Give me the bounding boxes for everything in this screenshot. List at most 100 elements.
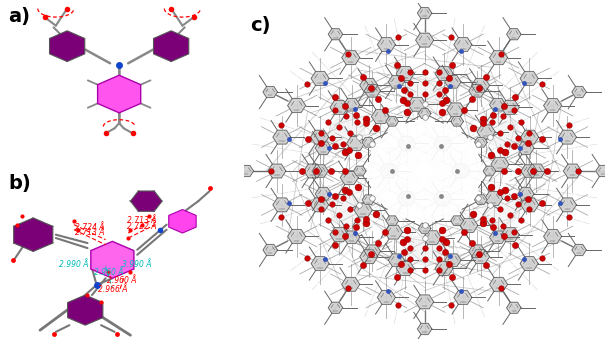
- Polygon shape: [386, 116, 398, 126]
- Polygon shape: [131, 191, 162, 211]
- Polygon shape: [423, 231, 441, 245]
- Polygon shape: [520, 71, 538, 86]
- Polygon shape: [558, 198, 576, 212]
- Polygon shape: [273, 198, 291, 212]
- Polygon shape: [239, 166, 254, 176]
- Polygon shape: [507, 29, 521, 40]
- Polygon shape: [417, 324, 432, 334]
- Polygon shape: [501, 101, 519, 114]
- Polygon shape: [49, 31, 85, 62]
- Polygon shape: [483, 166, 496, 176]
- Polygon shape: [343, 231, 360, 244]
- Polygon shape: [91, 241, 134, 278]
- Polygon shape: [68, 295, 103, 325]
- Polygon shape: [417, 8, 432, 18]
- Text: b): b): [9, 174, 31, 193]
- Polygon shape: [475, 195, 487, 205]
- Text: a): a): [9, 7, 31, 26]
- Circle shape: [408, 234, 442, 265]
- Polygon shape: [408, 97, 426, 111]
- Text: 2.724 Å: 2.724 Å: [75, 223, 104, 232]
- Polygon shape: [527, 164, 546, 178]
- Polygon shape: [315, 142, 331, 154]
- Polygon shape: [491, 157, 509, 171]
- Text: 2.713 Å: 2.713 Å: [127, 216, 156, 225]
- Polygon shape: [304, 164, 322, 178]
- Text: c): c): [250, 16, 270, 35]
- Polygon shape: [419, 109, 431, 118]
- Polygon shape: [489, 277, 508, 291]
- Polygon shape: [360, 78, 378, 92]
- Text: 2.960 Å: 2.960 Å: [94, 268, 123, 277]
- Polygon shape: [544, 98, 562, 113]
- Polygon shape: [518, 188, 534, 200]
- Polygon shape: [311, 256, 329, 271]
- Polygon shape: [353, 166, 366, 176]
- Polygon shape: [330, 101, 348, 114]
- Polygon shape: [371, 110, 389, 123]
- Text: 2.990 Å: 2.990 Å: [59, 260, 89, 269]
- Polygon shape: [288, 229, 306, 244]
- Polygon shape: [572, 87, 587, 97]
- Text: 2.713 Å: 2.713 Å: [75, 228, 104, 237]
- Polygon shape: [98, 75, 141, 113]
- Polygon shape: [360, 250, 378, 264]
- Polygon shape: [521, 165, 537, 177]
- Polygon shape: [475, 137, 487, 147]
- Polygon shape: [342, 51, 360, 65]
- Polygon shape: [328, 29, 343, 40]
- Polygon shape: [364, 245, 381, 258]
- Polygon shape: [311, 71, 329, 86]
- Polygon shape: [489, 51, 508, 65]
- Polygon shape: [460, 219, 478, 232]
- Polygon shape: [489, 231, 506, 244]
- Polygon shape: [452, 164, 470, 178]
- Polygon shape: [434, 192, 452, 206]
- Polygon shape: [312, 165, 328, 177]
- Polygon shape: [434, 136, 452, 150]
- Polygon shape: [451, 116, 463, 126]
- Polygon shape: [435, 67, 453, 80]
- Polygon shape: [435, 262, 453, 275]
- Polygon shape: [469, 84, 485, 97]
- Polygon shape: [379, 164, 398, 178]
- Polygon shape: [445, 254, 461, 266]
- Polygon shape: [501, 228, 519, 241]
- Polygon shape: [451, 216, 463, 226]
- Polygon shape: [396, 262, 414, 275]
- Polygon shape: [328, 302, 343, 313]
- Polygon shape: [310, 198, 329, 212]
- Polygon shape: [415, 295, 434, 309]
- Polygon shape: [518, 142, 534, 154]
- Text: 2.966 Å: 2.966 Å: [98, 286, 127, 294]
- Polygon shape: [398, 136, 415, 150]
- Polygon shape: [268, 164, 286, 178]
- Polygon shape: [596, 166, 610, 176]
- Polygon shape: [454, 290, 472, 304]
- Circle shape: [485, 195, 519, 226]
- Polygon shape: [386, 216, 398, 226]
- Polygon shape: [169, 210, 196, 233]
- Polygon shape: [364, 84, 381, 97]
- Polygon shape: [469, 245, 485, 258]
- Polygon shape: [477, 125, 495, 139]
- Polygon shape: [342, 277, 360, 291]
- Circle shape: [367, 120, 482, 222]
- Polygon shape: [263, 245, 277, 255]
- Polygon shape: [330, 228, 348, 241]
- Polygon shape: [415, 33, 434, 47]
- Polygon shape: [507, 302, 521, 313]
- Polygon shape: [340, 171, 358, 185]
- Polygon shape: [485, 192, 503, 206]
- Polygon shape: [472, 250, 489, 264]
- Polygon shape: [346, 136, 365, 150]
- Polygon shape: [419, 224, 431, 233]
- Polygon shape: [13, 218, 53, 251]
- Text: 2.960 Å: 2.960 Å: [107, 276, 136, 285]
- Polygon shape: [362, 137, 375, 147]
- Polygon shape: [315, 188, 331, 200]
- Polygon shape: [447, 103, 465, 117]
- Polygon shape: [288, 98, 306, 113]
- Circle shape: [331, 116, 365, 147]
- Polygon shape: [396, 67, 414, 80]
